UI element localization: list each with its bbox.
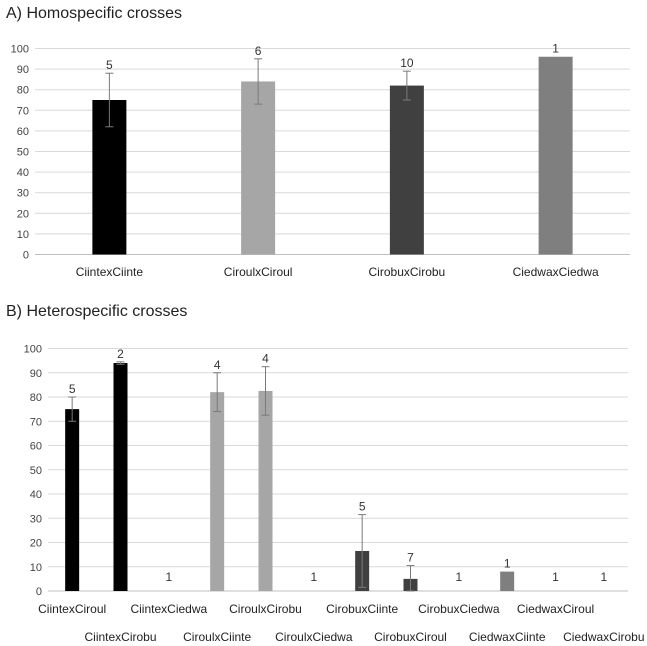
chart-b-bar	[210, 392, 225, 591]
chart-b-bar	[500, 571, 515, 591]
chart-b-sample-size-label: 4	[214, 358, 221, 372]
chart-b-y-tick-label: 70	[30, 416, 42, 428]
chart-b-category-label: CiroulxCiedwa	[275, 630, 353, 644]
chart-b-y-tick-label: 30	[30, 513, 42, 525]
chart-b-sample-size-label: 4	[262, 352, 269, 366]
chart-b-category-label: CirobuxCiroul	[374, 630, 447, 644]
chart-b-sample-size-label: 2	[117, 347, 124, 361]
chart-b-y-tick-label: 60	[30, 441, 42, 453]
chart-a-category-label: CiroulxCiroul	[224, 265, 293, 279]
chart-a-y-tick-label: 100	[11, 44, 29, 56]
chart-b-category-label: CirobuxCiinte	[326, 602, 398, 616]
chart-b-category-label: CirobuxCiedwa	[418, 602, 500, 616]
chart-b-sample-size-label: 1	[504, 557, 511, 571]
chart-a-category-label: CirobuxCirobu	[369, 265, 446, 279]
chart-a-y-tick-label: 80	[17, 85, 29, 97]
chart-a-sample-size-label: 10	[400, 56, 414, 70]
chart-b-category-label: CiedwaxCiroul	[517, 602, 594, 616]
chart-a-bar	[389, 85, 424, 255]
chart-b-y-tick-label: 20	[30, 538, 42, 550]
chart-a-sample-size-label: 6	[255, 44, 262, 58]
chart-b-category-label: CiintexCirobu	[84, 630, 156, 644]
chart-b-category-label: CiedwaxCirobu	[563, 630, 644, 644]
chart-b-y-tick-label: 90	[30, 368, 42, 380]
chart-a-title: A) Homospecific crosses	[6, 5, 183, 22]
chart-b-category-label: CiroulxCirobu	[229, 602, 302, 616]
chart-b-sample-size-label: 5	[359, 500, 366, 514]
chart-b-bar	[258, 390, 273, 591]
chart-b-sample-size-label: 7	[407, 551, 414, 565]
chart-a-y-tick-label: 10	[17, 229, 29, 241]
chart-a-bar	[538, 56, 573, 255]
chart-a-y-tick-label: 0	[23, 250, 29, 262]
chart-a-y-tick-label: 20	[17, 208, 29, 220]
chart-b-sample-size-label: 1	[600, 570, 607, 584]
chart-b-sample-size-label: 1	[165, 570, 172, 584]
chart-a-y-tick-label: 50	[17, 147, 29, 159]
chart-a-sample-size-label: 1	[552, 42, 559, 56]
chart-b-sample-size-label: 1	[455, 570, 462, 584]
chart-a-bar	[241, 81, 276, 255]
chart-b-y-tick-label: 80	[30, 392, 42, 404]
chart-b-category-label: CiintexCiroul	[38, 602, 106, 616]
chart-a-y-tick-label: 40	[17, 167, 29, 179]
chart-a-sample-size-label: 5	[106, 58, 113, 72]
chart-b-category-label: CiroulxCiinte	[183, 630, 251, 644]
chart-a-y-tick-label: 70	[17, 105, 29, 117]
chart-b-title: B) Heterospecific crosses	[6, 303, 188, 320]
chart-b-sample-size-label: 1	[310, 570, 317, 584]
chart-b-y-tick-label: 0	[36, 586, 42, 598]
chart-b-y-tick-label: 50	[30, 465, 42, 477]
chart-a-category-label: CiedwaxCiedwa	[513, 265, 599, 279]
chart-b-sample-size-label: 1	[552, 570, 559, 584]
chart-b-bar	[113, 363, 128, 591]
chart-b-bar	[65, 409, 80, 591]
chart-a-category-label: CiintexCiinte	[76, 265, 144, 279]
chart-a-y-tick-label: 60	[17, 126, 29, 138]
chart-a-y-tick-label: 30	[17, 188, 29, 200]
chart-b-y-tick-label: 100	[24, 344, 42, 356]
chart-b-sample-size-label: 5	[69, 382, 76, 396]
chart-b-category-label: CiedwaxCiinte	[469, 630, 546, 644]
chart-b-y-tick-label: 10	[30, 562, 42, 574]
chart-b-y-tick-label: 40	[30, 489, 42, 501]
chart-b-category-label: CiintexCiedwa	[130, 602, 207, 616]
chart-a-y-tick-label: 90	[17, 64, 29, 76]
